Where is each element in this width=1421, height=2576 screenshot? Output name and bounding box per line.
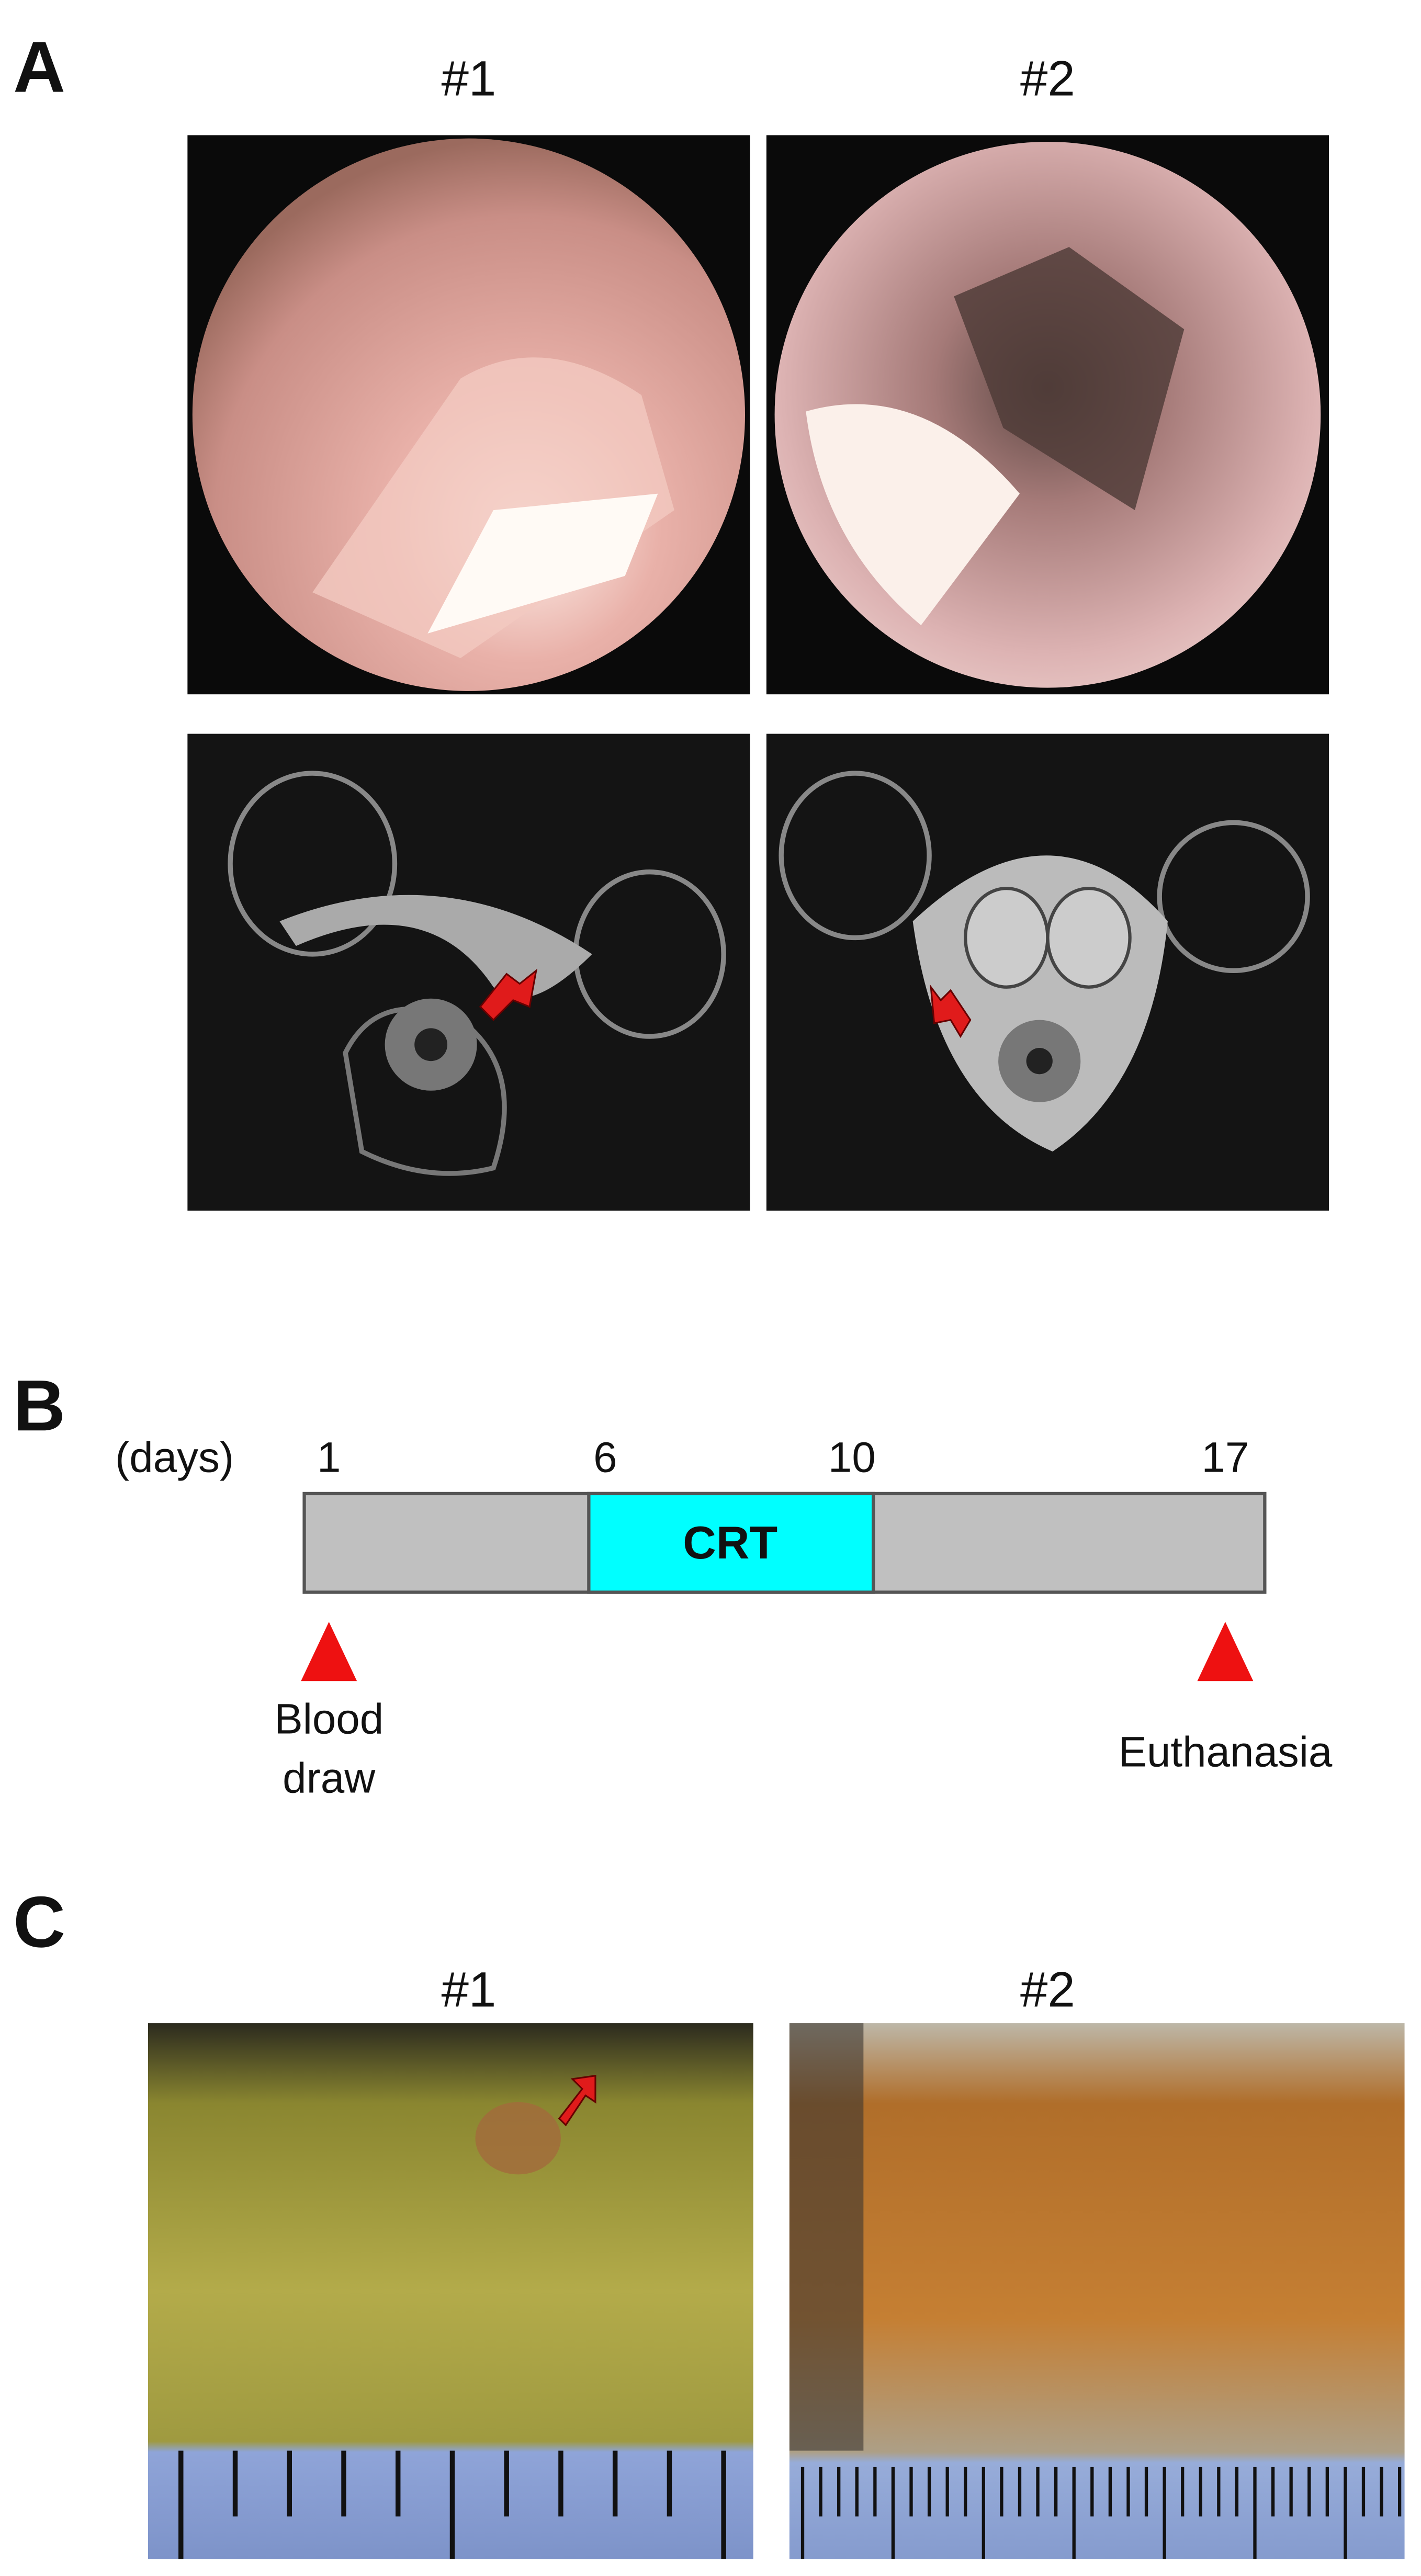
event-label: Blood bbox=[274, 1695, 384, 1743]
panel-label: C bbox=[13, 1882, 65, 1962]
endoscopy-image bbox=[187, 135, 750, 695]
specimen-photo bbox=[148, 2023, 753, 2559]
event-label: Euthanasia bbox=[1118, 1728, 1332, 1776]
event-marker bbox=[301, 1622, 357, 1681]
day-label: 1 bbox=[317, 1434, 341, 1482]
column-label: #2 bbox=[1020, 1962, 1075, 2017]
column-label: #2 bbox=[1020, 51, 1075, 106]
day-label: 6 bbox=[593, 1434, 617, 1482]
specimen-photo bbox=[789, 2023, 1405, 2559]
column-label: #1 bbox=[441, 1962, 496, 2017]
treatment-label: CRT bbox=[683, 1517, 777, 1568]
mri-image bbox=[766, 733, 1329, 1211]
event-marker bbox=[1197, 1622, 1254, 1681]
panel-label: B bbox=[13, 1365, 65, 1446]
column-label: #1 bbox=[441, 51, 496, 106]
mri-image bbox=[187, 733, 750, 1211]
endoscopy-image bbox=[766, 135, 1329, 695]
day-label: 17 bbox=[1201, 1434, 1249, 1482]
event-label: draw bbox=[283, 1755, 376, 1802]
day-label: 10 bbox=[828, 1434, 876, 1482]
treatment-block bbox=[587, 1492, 875, 1594]
unit-label: (days) bbox=[115, 1434, 234, 1482]
panel-label: A bbox=[13, 27, 65, 107]
